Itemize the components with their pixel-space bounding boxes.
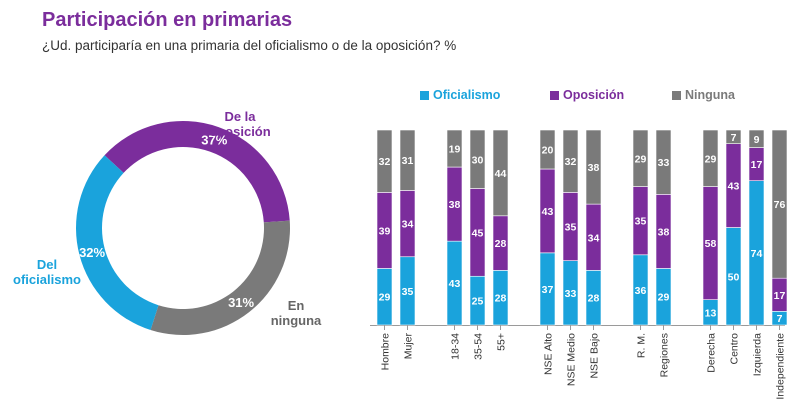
bar-segment-ninguna — [725, 129, 742, 144]
bar-value-label: 32 — [379, 156, 391, 168]
bar-value-label: 34 — [402, 219, 414, 231]
bar-segment-ninguna — [655, 129, 672, 195]
bar-value-label: 38 — [658, 226, 670, 238]
bar-segment-ninguna — [399, 129, 416, 191]
chart-subtitle: ¿Ud. participaría en una primaria del of… — [42, 38, 457, 53]
donut-label-oficialismo: Del oficialismo — [13, 257, 81, 287]
bar-value-label: 28 — [495, 238, 507, 250]
bar-value-label: 38 — [449, 199, 461, 211]
bar-segment-ninguna — [469, 129, 486, 189]
bar-value-label: 19 — [449, 144, 461, 156]
bar-value-label: 44 — [495, 168, 507, 180]
bar-value-label: 17 — [751, 159, 763, 171]
legend-label-ninguna: Ninguna — [685, 88, 735, 102]
bar-value-label: 32 — [565, 156, 577, 168]
legend-swatch-oficialismo — [420, 90, 429, 100]
bar-segment-ninguna — [376, 129, 393, 193]
bar-value-label: 43 — [728, 181, 740, 193]
bar-segment-ninguna — [585, 129, 602, 205]
x-tick-label: R. M. — [636, 333, 648, 358]
bar-value-label: 28 — [495, 293, 507, 305]
bar-value-label: 50 — [728, 271, 740, 283]
bar-value-label: 43 — [449, 278, 461, 290]
x-tick-label: Regiones — [659, 333, 671, 377]
bar-value-label: 31 — [402, 155, 414, 167]
chart-title: Participación en primarias — [42, 9, 293, 31]
x-tick-label: Hombre — [380, 333, 392, 371]
legend-label-oposicion: Oposición — [563, 88, 625, 102]
bar-value-label: 36 — [635, 285, 647, 297]
donut-slice-oposicion — [104, 121, 290, 223]
donut-value-oposicion: 37% — [201, 132, 227, 147]
donut-label-ninguna: En ninguna — [271, 298, 322, 328]
bar-value-label: 30 — [472, 154, 484, 166]
bar-segment-ninguna — [771, 129, 788, 279]
bar-segment-ninguna — [702, 129, 719, 187]
donut-value-ninguna: 31% — [228, 295, 254, 310]
x-tick-label: NSE Bajo — [589, 333, 601, 379]
legend-item-oposicion: Oposición — [550, 88, 624, 102]
bar-segment-ninguna — [748, 129, 765, 148]
bar-segment-ninguna — [632, 129, 649, 187]
donut-slice-ninguna — [150, 220, 290, 335]
donut-value-oficialismo: 32% — [79, 245, 105, 260]
x-tick-label: 18-34 — [450, 333, 462, 360]
bar-value-label: 13 — [705, 307, 717, 319]
bar-value-label: 28 — [588, 293, 600, 305]
bar-value-label: 33 — [565, 288, 577, 300]
bar-value-label: 58 — [705, 238, 717, 250]
bar-value-label: 20 — [542, 145, 554, 157]
bar-value-label: 17 — [774, 290, 786, 302]
bar-value-label: 45 — [472, 227, 484, 239]
bar-value-label: 74 — [751, 248, 763, 260]
legend-item-oficialismo: Oficialismo — [420, 88, 500, 102]
x-tick-label: Izquierda — [752, 333, 764, 376]
bar-value-label: 25 — [472, 296, 484, 308]
bar-value-label: 43 — [542, 206, 554, 218]
x-tick-label: NSE Medio — [566, 333, 578, 386]
bar-value-label: 29 — [379, 292, 391, 304]
legend-swatch-oposicion — [550, 90, 559, 100]
donut-slice-oficialismo — [76, 155, 159, 330]
x-tick-label: Centro — [729, 333, 741, 365]
bar-value-label: 34 — [588, 232, 600, 244]
bar-value-label: 38 — [588, 162, 600, 174]
legend-label-oficialismo: Oficialismo — [433, 88, 501, 102]
bar-value-label: 35 — [635, 216, 647, 228]
bar-value-label: 7 — [731, 132, 737, 144]
x-tick-label: NSE Alto — [543, 333, 555, 375]
legend-swatch-ninguna — [672, 90, 681, 100]
bar-value-label: 39 — [379, 225, 391, 237]
bar-value-label: 76 — [774, 199, 786, 211]
bar-value-label: 29 — [658, 292, 670, 304]
donut-chart: 37%De la oposición 31% En ninguna 32%Del ofici… — [13, 109, 322, 335]
bar-value-label: 33 — [658, 157, 670, 169]
donut-label-oposicion: De la oposición — [209, 109, 270, 139]
bar-value-label: 29 — [635, 153, 647, 165]
x-tick-label: Mujer — [403, 333, 415, 360]
x-tick-label: Independiente — [775, 333, 787, 400]
bar-value-label: 29 — [705, 153, 717, 165]
bar-value-label: 35 — [402, 286, 414, 298]
bar-segment-ninguna — [562, 129, 579, 193]
bar-value-label: 7 — [777, 313, 783, 325]
bar-value-label: 37 — [542, 284, 554, 296]
bar-segment-ninguna — [492, 129, 509, 217]
x-tick-label: 55+ — [496, 333, 508, 351]
legend-item-ninguna: Ninguna — [672, 88, 735, 102]
bar-segment-ninguna — [539, 129, 556, 170]
bar-segment-ninguna — [446, 129, 463, 168]
bar-value-label: 9 — [754, 134, 760, 146]
x-tick-label: 35-54 — [473, 333, 485, 360]
bar-value-label: 35 — [565, 222, 577, 234]
x-tick-label: Derecha — [706, 333, 718, 373]
